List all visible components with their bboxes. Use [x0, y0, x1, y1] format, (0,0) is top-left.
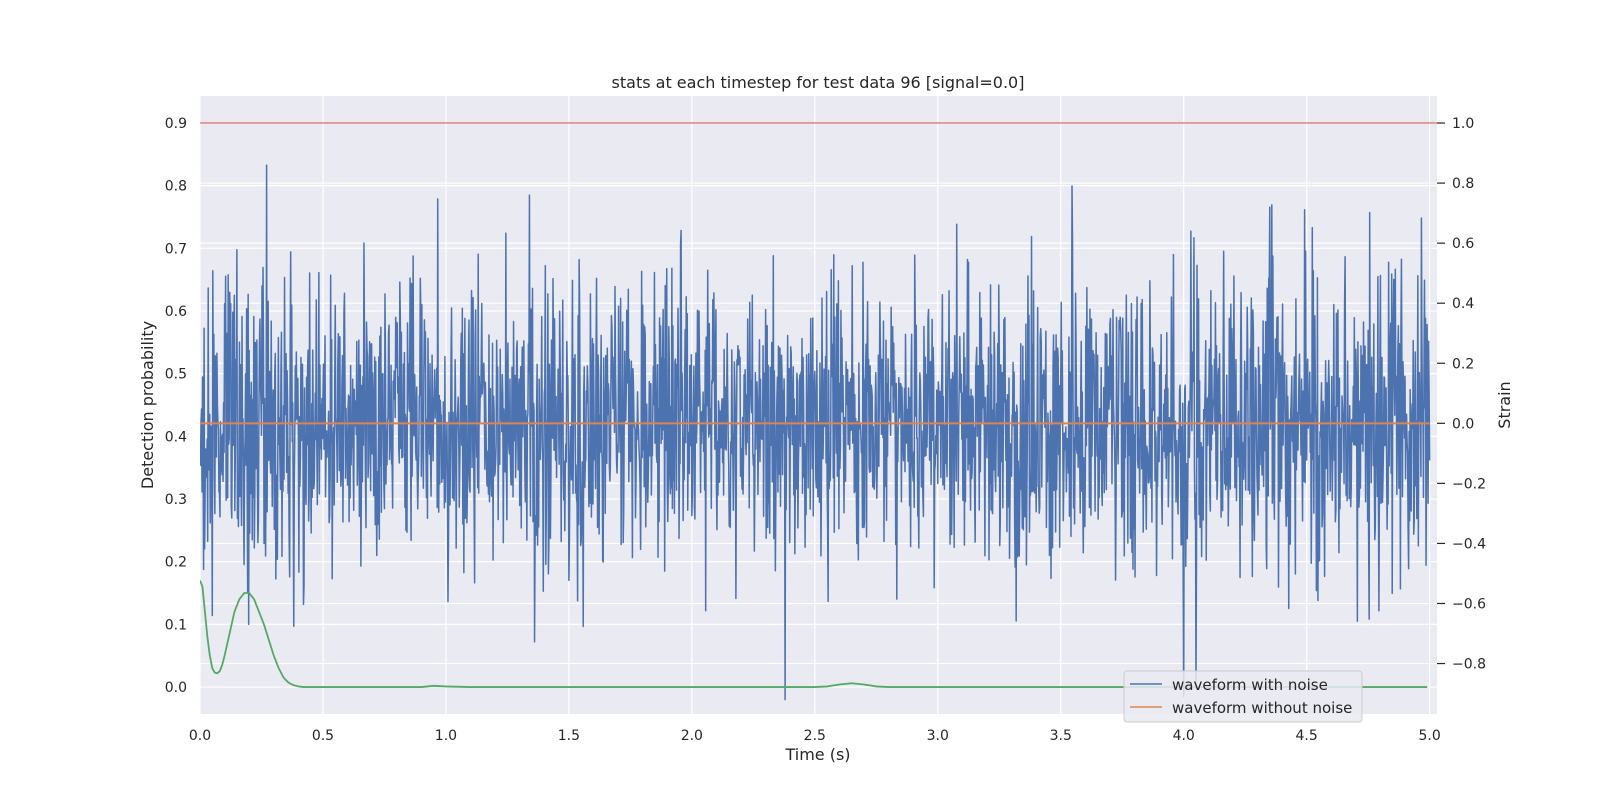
series-detection-probability: [200, 580, 1428, 688]
x-tick-label: 1.0: [435, 728, 457, 744]
y-tick-label-left: 0.9: [165, 116, 187, 132]
legend-label-noise: waveform with noise: [1172, 676, 1328, 694]
x-tick-label: 0.5: [312, 728, 334, 744]
y-tick-label-right: 0.6: [1452, 236, 1474, 252]
y-tick-label-left: 0.1: [165, 617, 187, 633]
y-tick-label-right: 0.0: [1452, 416, 1474, 432]
y-tick-label-right: −0.2: [1452, 476, 1486, 492]
y-tick-label-left: 0.2: [165, 555, 187, 571]
y-tick-label-left: 0.6: [165, 304, 187, 320]
y-tick-label-right: 0.8: [1452, 176, 1474, 192]
y-axis-label-left: Detection probability: [138, 321, 157, 489]
x-tick-label: 1.5: [558, 728, 580, 744]
x-tick-label: 4.0: [1173, 728, 1195, 744]
series-waveform-with-noise: [200, 164, 1431, 701]
x-axis-label: Time (s): [784, 745, 850, 764]
legend-box: [1123, 670, 1363, 723]
x-tick-label: 3.5: [1050, 728, 1072, 744]
y-tick-label-left: 0.5: [165, 367, 187, 383]
x-tick-label: 2.5: [804, 728, 826, 744]
y-tick-label-left: 0.7: [165, 241, 187, 257]
y-axis-label-right: Strain: [1495, 381, 1514, 428]
x-tick-label: 2.0: [681, 728, 703, 744]
x-tick-label: 4.5: [1296, 728, 1318, 744]
legend: waveform with noise waveform without noi…: [1123, 670, 1363, 723]
y-tick-label-left: 0.3: [165, 492, 187, 508]
y-tick-label-left: 0.8: [165, 179, 187, 195]
y-tick-label-right: −0.8: [1452, 657, 1486, 673]
x-tick-label: 0.0: [189, 728, 211, 744]
y-tick-label-left: 0.0: [165, 680, 187, 696]
chart-title: stats at each timestep for test data 96 …: [612, 73, 1025, 92]
y-tick-label-right: −0.4: [1452, 536, 1486, 552]
y-tick-label-right: 0.2: [1452, 356, 1474, 372]
y-tick-label-right: 1.0: [1452, 116, 1474, 132]
legend-label-clean: waveform without noise: [1172, 699, 1352, 717]
y-tick-label-right: −0.6: [1452, 596, 1486, 612]
y-tick-label-left: 0.4: [165, 429, 187, 445]
x-tick-label: 3.0: [927, 728, 949, 744]
x-tick-label: 5.0: [1418, 728, 1440, 744]
y-tick-label-right: 0.4: [1452, 296, 1474, 312]
